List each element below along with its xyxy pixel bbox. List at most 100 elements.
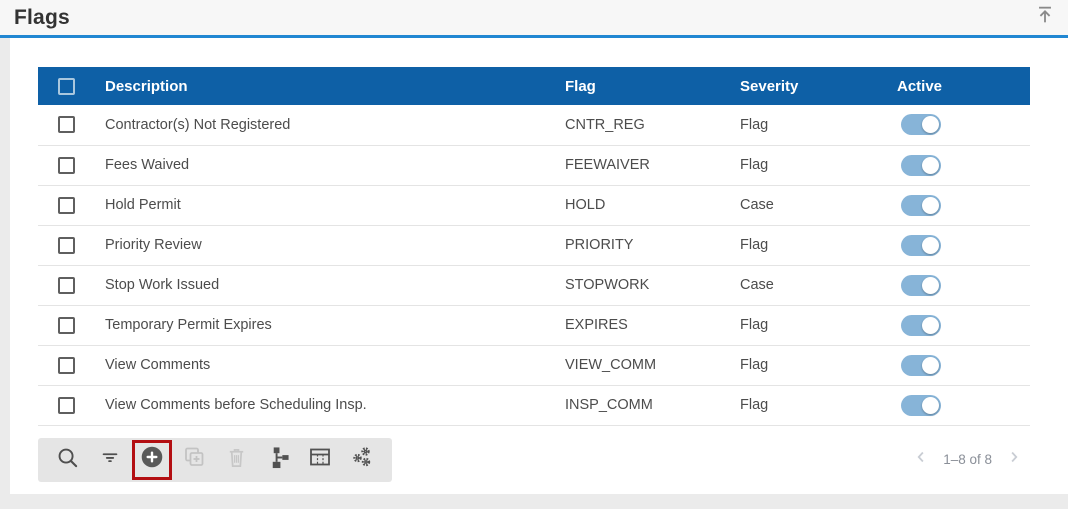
- row-severity: Flag: [740, 397, 769, 413]
- row-severity: Flag: [740, 157, 769, 173]
- row-checkbox[interactable]: [58, 236, 75, 254]
- hierarchy-icon: [267, 446, 290, 474]
- row-checkbox-cell: [38, 385, 105, 425]
- hierarchy-button[interactable]: [258, 440, 298, 480]
- row-checkbox-cell: [38, 265, 105, 305]
- row-severity: Case: [740, 197, 774, 213]
- page-title: Flags: [14, 5, 70, 29]
- row-flag: INSP_COMM: [565, 397, 653, 413]
- row-checkbox[interactable]: [58, 196, 75, 214]
- row-description: Stop Work Issued: [105, 277, 220, 293]
- filter-icon: [99, 446, 121, 473]
- row-flag: EXPIRES: [565, 317, 628, 333]
- row-active-cell: [897, 185, 1030, 225]
- table-row: Hold Permit HOLD Case: [38, 185, 1030, 225]
- table-row: Contractor(s) Not Registered CNTR_REG Flag: [38, 105, 1030, 145]
- settings-button[interactable]: [342, 440, 382, 480]
- row-checkbox[interactable]: [58, 356, 75, 374]
- row-checkbox-cell: [38, 145, 105, 185]
- table-row: Stop Work Issued STOPWORK Case: [38, 265, 1030, 305]
- active-toggle[interactable]: [901, 314, 941, 336]
- table-row: Fees Waived FEEWAIVER Flag: [38, 145, 1030, 185]
- row-description: Temporary Permit Expires: [105, 317, 272, 333]
- add-button[interactable]: [131, 439, 173, 480]
- row-active-cell: [897, 305, 1030, 345]
- row-checkbox[interactable]: [58, 156, 75, 174]
- row-severity: Flag: [740, 237, 769, 253]
- table-row: View Comments VIEW_COMM Flag: [38, 345, 1030, 385]
- row-description: Hold Permit: [105, 197, 181, 213]
- table-footer: 1–8 of 8: [38, 437, 1030, 482]
- active-toggle[interactable]: [901, 114, 941, 136]
- row-description: View Comments: [105, 357, 211, 373]
- active-toggle[interactable]: [901, 234, 941, 256]
- pagination-label: 1–8 of 8: [943, 452, 992, 467]
- row-active-cell: [897, 265, 1030, 305]
- settings-gears-icon: [350, 445, 374, 474]
- row-active-cell: [897, 225, 1030, 265]
- duplicate-icon: [182, 445, 206, 474]
- table-view-button[interactable]: [300, 440, 340, 480]
- header-active: Active: [897, 77, 943, 95]
- row-flag: FEEWAIVER: [565, 157, 650, 173]
- row-flag: PRIORITY: [565, 237, 634, 253]
- row-flag: VIEW_COMM: [565, 357, 657, 373]
- add-icon: [139, 444, 165, 475]
- table-row: Priority Review PRIORITY Flag: [38, 225, 1030, 265]
- select-all-checkbox[interactable]: [58, 77, 75, 95]
- delete-icon: [225, 446, 248, 474]
- row-checkbox-cell: [38, 105, 105, 145]
- row-description: Priority Review: [105, 237, 202, 253]
- previous-page-button[interactable]: [911, 450, 931, 470]
- row-severity: Flag: [740, 317, 769, 333]
- next-page-button[interactable]: [1004, 450, 1024, 470]
- duplicate-button: [174, 440, 214, 480]
- table-toolbar: [38, 437, 392, 482]
- row-checkbox[interactable]: [58, 396, 75, 414]
- filter-button[interactable]: [90, 440, 130, 480]
- table-row: View Comments before Scheduling Insp. INS…: [38, 385, 1030, 425]
- table-view-icon: [308, 445, 332, 474]
- row-description: Fees Waived: [105, 157, 190, 173]
- flags-table: Description Flag Severity Active Contrac…: [38, 67, 1030, 426]
- header-checkbox-cell: [38, 67, 105, 105]
- row-flag: STOPWORK: [565, 277, 650, 293]
- collapse-to-top-button[interactable]: [1032, 5, 1058, 31]
- row-severity: Flag: [740, 357, 769, 373]
- page-background: Description Flag Severity Active Contrac…: [0, 38, 1068, 509]
- active-toggle[interactable]: [901, 354, 941, 376]
- search-icon: [56, 446, 79, 474]
- row-checkbox[interactable]: [58, 116, 75, 134]
- header-severity: Severity: [740, 77, 799, 95]
- row-checkbox-cell: [38, 345, 105, 385]
- row-active-cell: [897, 145, 1030, 185]
- table-body: Contractor(s) Not Registered CNTR_REG Flag…: [38, 105, 1030, 425]
- chevron-right-icon: [1005, 448, 1023, 471]
- active-toggle[interactable]: [901, 154, 941, 176]
- flags-card: Description Flag Severity Active Contrac…: [10, 38, 1068, 494]
- title-bar: Flags: [0, 0, 1068, 38]
- row-checkbox-cell: [38, 305, 105, 345]
- row-active-cell: [897, 385, 1030, 425]
- table-row: Temporary Permit Expires EXPIRES Flag: [38, 305, 1030, 345]
- row-description: View Comments before Scheduling Insp.: [105, 397, 367, 413]
- header-description: Description: [105, 77, 188, 95]
- row-checkbox[interactable]: [58, 276, 75, 294]
- row-flag: HOLD: [565, 197, 606, 213]
- row-checkbox-cell: [38, 225, 105, 265]
- delete-button: [216, 440, 256, 480]
- row-severity: Case: [740, 277, 774, 293]
- row-severity: Flag: [740, 116, 769, 133]
- pagination: 1–8 of 8: [911, 450, 1024, 470]
- row-checkbox[interactable]: [58, 316, 75, 334]
- search-button[interactable]: [48, 440, 88, 480]
- active-toggle[interactable]: [901, 274, 941, 296]
- chevron-left-icon: [912, 448, 930, 471]
- active-toggle[interactable]: [901, 194, 941, 216]
- row-flag: CNTR_REG: [565, 116, 645, 133]
- row-description: Contractor(s) Not Registered: [105, 116, 291, 133]
- active-toggle[interactable]: [901, 394, 941, 416]
- row-active-cell: [897, 105, 1030, 145]
- collapse-top-icon: [1034, 4, 1056, 31]
- table-header-row: Description Flag Severity Active: [38, 67, 1030, 105]
